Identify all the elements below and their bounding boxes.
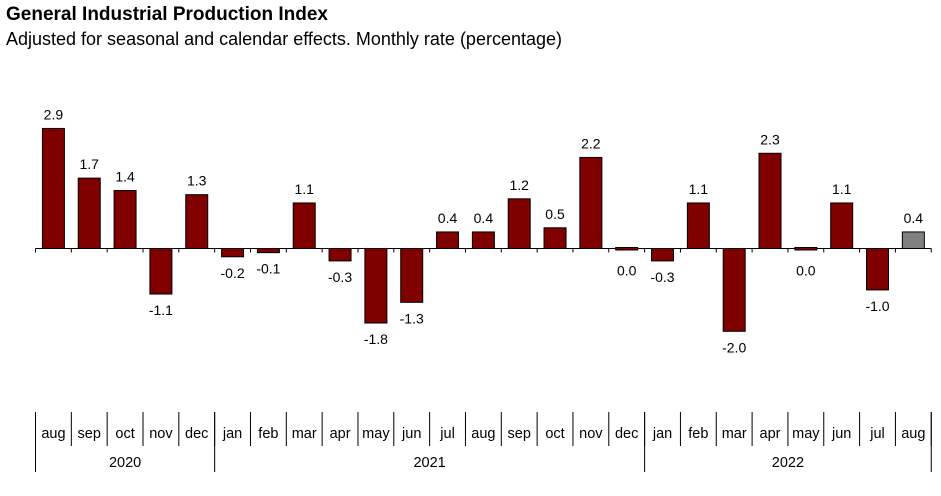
bar-jul <box>866 248 890 291</box>
bar-feb <box>256 248 280 254</box>
data-label: -0.1 <box>256 261 280 277</box>
month-label: jul <box>869 426 885 442</box>
bar-nov <box>149 248 173 295</box>
bar-jan <box>651 248 675 262</box>
data-label: 1.3 <box>187 173 207 189</box>
month-label: nov <box>149 426 173 442</box>
bar-apr <box>758 152 782 249</box>
data-label: 1.1 <box>294 181 314 197</box>
month-label: nov <box>579 426 603 442</box>
month-label: jan <box>652 426 672 442</box>
month-label: apr <box>330 426 351 442</box>
month-label: jan <box>222 426 242 442</box>
month-label: oct <box>115 426 134 442</box>
month-label: may <box>792 426 820 442</box>
month-label: aug <box>471 426 495 442</box>
bar-oct <box>113 190 137 249</box>
data-label: -0.2 <box>221 265 245 281</box>
year-label-2020: 2020 <box>109 455 141 471</box>
data-label: -0.3 <box>328 269 352 285</box>
month-label: dec <box>615 426 638 442</box>
bar-feb <box>686 202 710 250</box>
year-label-2022: 2022 <box>772 455 804 471</box>
bar-jul <box>436 231 460 250</box>
chart-title: General Industrial Production Index <box>6 4 328 25</box>
month-label: aug <box>901 426 925 442</box>
month-label: feb <box>258 426 278 442</box>
data-label: -2.0 <box>722 339 746 355</box>
bar-aug <box>471 231 495 250</box>
bar-nov <box>579 156 603 249</box>
month-label: oct <box>545 426 564 442</box>
month-label: sep <box>508 426 531 442</box>
bar-mar <box>292 202 316 250</box>
month-label: feb <box>688 426 708 442</box>
bar-aug <box>901 231 925 250</box>
month-label: aug <box>41 426 65 442</box>
data-label: 2.2 <box>581 135 601 151</box>
data-label: 2.3 <box>760 131 780 147</box>
data-label: -1.0 <box>865 298 889 314</box>
data-label: 0.0 <box>617 263 637 279</box>
data-label: -1.1 <box>149 302 173 318</box>
year-label-2021: 2021 <box>413 455 445 471</box>
bar-apr <box>328 248 352 262</box>
month-label: dec <box>185 426 208 442</box>
data-label: 1.7 <box>80 156 100 172</box>
bar-oct <box>543 227 567 250</box>
data-label: -1.3 <box>400 310 424 326</box>
data-label: -0.3 <box>650 269 674 285</box>
bar-jun <box>400 248 424 303</box>
data-label: 1.2 <box>509 177 529 193</box>
data-label: 0.4 <box>438 210 458 226</box>
month-label: mar <box>722 426 747 442</box>
data-label: 1.4 <box>115 169 135 185</box>
month-label: mar <box>292 426 317 442</box>
bar-jun <box>830 202 854 250</box>
month-label: jul <box>439 426 455 442</box>
data-label: -1.8 <box>364 331 388 347</box>
data-label: 1.1 <box>689 181 709 197</box>
bar-sep <box>77 177 101 249</box>
data-label: 0.0 <box>796 263 816 279</box>
bar-mar <box>722 248 746 332</box>
data-label: 1.1 <box>832 181 852 197</box>
month-label: apr <box>760 426 781 442</box>
bar-aug <box>41 127 65 249</box>
data-label: 2.9 <box>44 106 64 122</box>
bar-jan <box>221 248 245 258</box>
data-label: 0.4 <box>474 210 494 226</box>
bar-dec <box>185 194 209 249</box>
bar-dec <box>615 247 639 251</box>
month-label: sep <box>78 426 101 442</box>
data-label: 0.5 <box>545 206 565 222</box>
bar-sep <box>507 198 531 250</box>
data-label: 0.4 <box>904 210 924 226</box>
bar-may <box>794 247 818 251</box>
bar-may <box>364 248 388 324</box>
month-label: may <box>362 426 390 442</box>
chart-subtitle: Adjusted for seasonal and calendar effec… <box>6 29 562 49</box>
month-label: jun <box>401 426 421 442</box>
month-label: jun <box>831 426 851 442</box>
